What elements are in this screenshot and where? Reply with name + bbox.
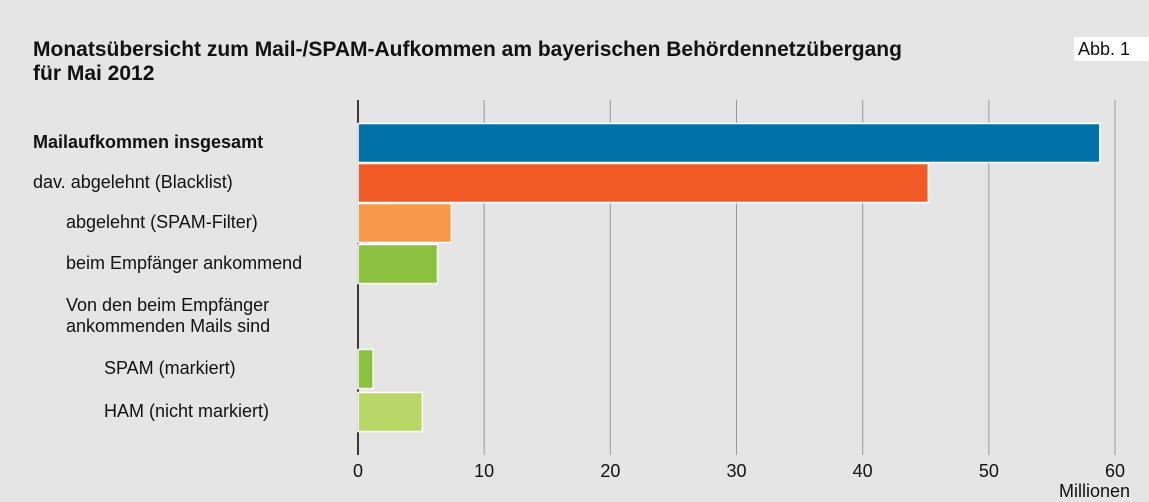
y-tick-label: Mailaufkommen insgesamt	[33, 132, 263, 152]
x-tick-label: 0	[353, 461, 363, 481]
x-tick-label: 10	[474, 461, 494, 481]
x-tick-label: 40	[853, 461, 873, 481]
x-axis-label: Millionen	[1059, 481, 1130, 501]
y-tick-label: SPAM (markiert)	[104, 358, 236, 378]
y-tick-label: HAM (nicht markiert)	[104, 401, 269, 421]
bar	[357, 348, 374, 390]
bar	[357, 162, 930, 204]
x-tick-label: 60	[1105, 461, 1125, 481]
figure-label: Abb. 1	[1078, 39, 1130, 59]
x-tick-label: 30	[726, 461, 746, 481]
bar	[357, 122, 1101, 164]
figure-label-box	[1074, 37, 1149, 61]
y-tick-label: abgelehnt (SPAM-Filter)	[66, 212, 258, 232]
y-tick-label: dav. abgelehnt (Blacklist)	[33, 172, 233, 192]
x-tick-label: 50	[979, 461, 999, 481]
bar	[357, 391, 424, 433]
y-tick-label: beim Empfänger ankommend	[66, 253, 302, 273]
y-tick-label: Von den beim Empfänger ankommenden Mails …	[66, 295, 270, 336]
bar	[357, 202, 453, 244]
x-tick-label: 20	[600, 461, 620, 481]
bar	[357, 243, 439, 285]
chart-title: Monatsübersicht zum Mail-/SPAM-Aufkommen…	[33, 38, 902, 85]
